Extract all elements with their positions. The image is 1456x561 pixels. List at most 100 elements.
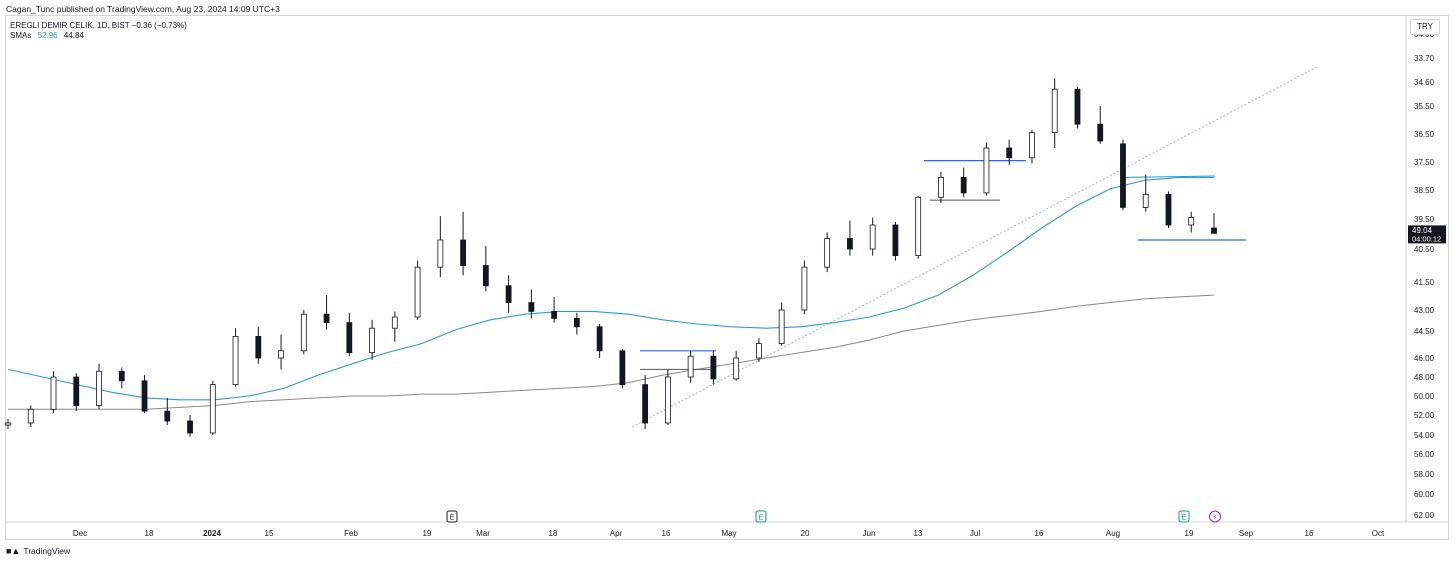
price-tick-label: 46.00 xyxy=(1414,354,1435,363)
candles xyxy=(5,78,1217,437)
candle-body xyxy=(733,357,740,380)
candle-body xyxy=(938,176,944,198)
price-tick-label: 40.50 xyxy=(1414,245,1435,254)
candle xyxy=(642,375,649,429)
earnings-event-icon[interactable]: E xyxy=(755,510,767,523)
candle-body xyxy=(187,420,193,434)
candle xyxy=(1074,86,1081,129)
price-tick-label: 35.50 xyxy=(1414,102,1435,111)
time-tick-label: Jul xyxy=(970,529,980,538)
price-tick-label: 50.00 xyxy=(1414,392,1435,401)
earnings-event-icon[interactable]: E xyxy=(446,510,458,523)
price-tick-label: 58.00 xyxy=(1414,470,1435,479)
earnings-label: E xyxy=(1182,515,1187,522)
tradingview-logo-icon: ■▲ xyxy=(6,546,21,556)
time-tick-label: Feb xyxy=(344,529,358,538)
price-tick-label: 44.50 xyxy=(1414,327,1435,336)
sma-slow-value: 44.84 xyxy=(63,31,84,40)
time-tick-label: 13 xyxy=(914,529,923,538)
price-tick-label: 48.00 xyxy=(1414,373,1435,382)
candle-body xyxy=(141,380,148,412)
time-tick-label: Apr xyxy=(610,529,623,538)
candle xyxy=(551,296,558,323)
dividend-event-icon[interactable]: ⚡ xyxy=(1209,510,1221,523)
earnings-event-icon[interactable]: E xyxy=(1178,510,1190,523)
candle xyxy=(938,171,944,204)
candle-body xyxy=(960,176,967,194)
candle-body xyxy=(619,350,626,385)
price-tick-label: 60.00 xyxy=(1414,490,1435,499)
price-tick-label: 36.50 xyxy=(1414,130,1435,139)
candle xyxy=(232,328,239,387)
candle xyxy=(801,260,808,315)
time-tick-label: 2024 xyxy=(203,529,221,538)
candle xyxy=(300,310,307,355)
candle xyxy=(869,217,876,256)
candle-body xyxy=(209,384,216,434)
candle xyxy=(960,167,967,198)
sma-lines xyxy=(7,176,1215,410)
candle-body xyxy=(824,238,831,268)
price-axis: 64.0062.0060.0058.0056.0054.0052.0050.00… xyxy=(6,16,1448,523)
candle xyxy=(141,375,148,414)
candle xyxy=(1029,129,1035,164)
price-tick-label: 33.70 xyxy=(1414,54,1435,63)
time-tick-label: 16 xyxy=(1305,529,1314,538)
time-tick-label: Oct xyxy=(1372,529,1385,538)
symbol-line: EREGLI DEMIR CELIK, 1D, BIST −0.36 (−0.7… xyxy=(10,21,187,30)
price-tick-label: 52.00 xyxy=(1414,411,1435,420)
candle-body xyxy=(642,384,649,424)
price-tick-label: 43.00 xyxy=(1414,306,1435,315)
footer-brand[interactable]: ■▲ TradingView xyxy=(6,546,70,556)
sma-fast-line xyxy=(7,176,1214,401)
price-tag-box xyxy=(1408,225,1446,244)
candle xyxy=(983,142,990,196)
currency-selector[interactable]: TRY xyxy=(1410,19,1440,35)
candle-body xyxy=(1188,217,1195,226)
candle-body xyxy=(164,410,171,422)
candle-body xyxy=(1051,88,1058,133)
candle-body xyxy=(323,313,330,324)
price-tick-label: 41.50 xyxy=(1414,278,1435,287)
candle-body xyxy=(73,376,80,406)
candle-body xyxy=(1211,227,1217,234)
price-tick-label: 39.50 xyxy=(1414,215,1435,224)
candle xyxy=(278,334,284,370)
candle-body xyxy=(1074,88,1081,125)
candle xyxy=(391,311,398,342)
time-tick-label: Aug xyxy=(1106,529,1120,538)
candle-body xyxy=(687,355,694,378)
candle-body xyxy=(915,196,922,256)
candle xyxy=(733,350,740,381)
candle-body xyxy=(437,239,444,268)
candle xyxy=(369,319,375,360)
earnings-label: E xyxy=(759,515,764,522)
sma-label: SMAs xyxy=(10,31,32,40)
time-tick-label: 16 xyxy=(662,529,671,538)
brand-text: TradingView xyxy=(23,546,71,556)
sma-fast-value: 52.96 xyxy=(37,31,58,40)
candle xyxy=(323,295,330,330)
candle-body xyxy=(1142,193,1149,208)
earnings-badge xyxy=(1178,510,1190,523)
candle xyxy=(505,275,512,313)
candle xyxy=(414,260,421,320)
candle-body xyxy=(778,309,785,344)
candle-body xyxy=(278,350,284,359)
time-tick-label: Sep xyxy=(1239,529,1254,538)
candle-body xyxy=(505,285,512,303)
candle xyxy=(892,222,899,261)
candle xyxy=(1006,139,1013,165)
time-tick-label: 16 xyxy=(1035,529,1044,538)
candle xyxy=(187,415,193,437)
candle xyxy=(1188,211,1195,233)
candle xyxy=(73,373,80,412)
candle-body xyxy=(528,302,535,312)
time-tick-label: 20 xyxy=(801,529,810,538)
time-tick-label: 19 xyxy=(423,529,432,538)
candle-body xyxy=(801,266,808,311)
sma-slow-line xyxy=(8,294,1215,410)
candle-body xyxy=(118,370,125,382)
candle-body xyxy=(596,326,603,352)
